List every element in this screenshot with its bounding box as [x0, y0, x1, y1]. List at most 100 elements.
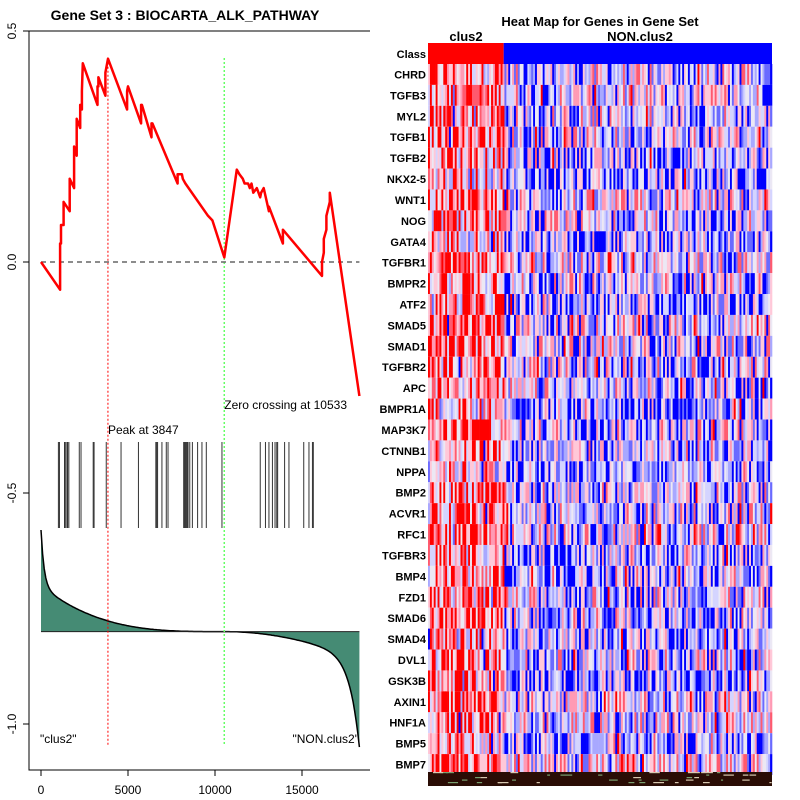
heatmap-cell	[596, 231, 599, 253]
heatmap-cell	[705, 314, 708, 336]
heatmap-cell	[535, 377, 538, 399]
heatmap-cell	[485, 544, 488, 566]
heatmap-cell	[571, 231, 574, 253]
heatmap-cell	[483, 168, 486, 190]
heatmap-cell	[452, 419, 456, 441]
heatmap-cell	[471, 565, 475, 587]
heatmap-cell	[571, 252, 574, 274]
heatmap-cell	[714, 105, 717, 127]
heatmap-cell	[450, 482, 454, 504]
heatmap-cell	[678, 482, 681, 504]
heatmap-cell	[678, 126, 681, 148]
heatmap-cell	[563, 503, 566, 525]
heatmap-cell	[670, 210, 673, 232]
heatmap-cell	[651, 252, 654, 274]
heatmap-cell	[710, 335, 714, 357]
heatmap-cell	[449, 273, 452, 295]
heatmap-cell	[705, 294, 708, 315]
heatmap-cell	[584, 105, 587, 127]
heatmap-cell	[666, 252, 670, 274]
heatmap-cell	[664, 544, 668, 566]
heatmap-cell	[561, 252, 564, 274]
heatmap-cell	[707, 503, 710, 525]
heatmap-cell	[609, 565, 612, 587]
heatmap-cell	[531, 126, 534, 148]
heatmap-cell	[527, 482, 530, 504]
heatmap-cell	[439, 294, 442, 315]
heatmap-cell	[643, 440, 647, 462]
heatmap-cell	[680, 147, 683, 169]
heatmap-cell	[450, 147, 454, 169]
heatmap-cell	[707, 356, 710, 378]
heatmap-cell	[464, 84, 467, 106]
heatmap-cell	[460, 377, 463, 399]
heatmap-cell	[747, 273, 750, 295]
heatmap-cell	[668, 168, 672, 190]
heatmap-cell	[642, 147, 645, 169]
heatmap-cell	[506, 273, 509, 295]
heatmap-cell	[449, 461, 452, 483]
heatmap-cell	[770, 105, 773, 127]
heatmap-cell	[674, 168, 677, 190]
heatmap-cell	[728, 84, 731, 106]
heatmap-cell	[533, 189, 536, 211]
heatmap-cell	[758, 586, 761, 608]
heatmap-cell	[577, 482, 580, 504]
heatmap-cell	[621, 565, 624, 587]
heatmap-cell	[749, 252, 752, 274]
heatmap-cell	[680, 419, 683, 441]
heatmap-cell	[768, 273, 771, 295]
heatmap-cell	[670, 461, 673, 483]
heatmap-cell	[449, 503, 452, 525]
heatmap-cell	[762, 314, 765, 336]
heatmap-cell	[540, 189, 543, 211]
heatmap-cell	[521, 294, 524, 315]
heatmap-cell	[726, 356, 729, 378]
heatmap-cell	[435, 586, 438, 608]
heatmap-cell	[594, 482, 597, 504]
heatmap-cell	[605, 64, 608, 85]
heatmap-cell	[546, 607, 549, 629]
heatmap-cell	[745, 147, 748, 169]
heatmap-cell	[582, 273, 586, 295]
heatmap-cell	[687, 189, 691, 211]
heatmap-cell	[510, 189, 513, 211]
heatmap-cell	[588, 84, 591, 106]
heatmap-cell	[477, 314, 480, 336]
heatmap-cell	[464, 231, 467, 253]
heatmap-cell	[578, 84, 582, 106]
heatmap-cell	[443, 356, 446, 378]
heatmap-cell	[584, 440, 587, 462]
heatmap-cell	[622, 189, 626, 211]
heatmap-cell	[659, 461, 662, 483]
heatmap-cell	[439, 461, 442, 483]
heatmap-cell	[504, 377, 507, 399]
heatmap-cell	[705, 126, 708, 148]
heatmap-cell	[699, 398, 702, 420]
heatmap-cell	[582, 356, 586, 378]
heatmap-cell	[603, 586, 607, 608]
heatmap-cell	[716, 147, 719, 169]
heatmap-cell	[542, 503, 545, 525]
heatmap-cell	[642, 294, 645, 315]
heatmap-cell	[770, 524, 773, 545]
heatmap-cell	[521, 273, 524, 295]
heatmap-cell	[640, 482, 643, 504]
heatmap-cell	[691, 189, 694, 211]
heatmap-cell	[701, 440, 704, 462]
heatmap-cell	[733, 168, 736, 190]
heatmap-cell	[559, 398, 563, 420]
heatmap-cell	[510, 356, 513, 378]
heatmap-cell	[745, 231, 748, 253]
heatmap-cell	[770, 189, 773, 211]
heatmap-cell	[728, 126, 731, 148]
heatmap-cell	[483, 586, 486, 608]
heatmap-cell	[447, 147, 450, 169]
heatmap-cell	[525, 273, 528, 295]
heatmap-cell	[437, 586, 440, 608]
heatmap-cell	[749, 398, 752, 420]
heatmap-cell	[691, 586, 694, 608]
heatmap-cell	[760, 126, 763, 148]
heatmap-cell	[766, 398, 769, 420]
heatmap-cell	[552, 189, 555, 211]
